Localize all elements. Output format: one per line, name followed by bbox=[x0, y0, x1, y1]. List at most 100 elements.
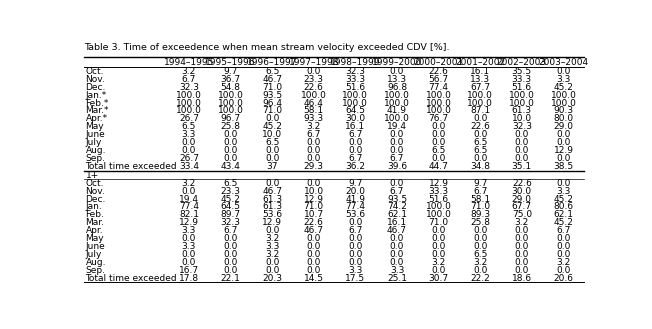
Text: 16.1: 16.1 bbox=[387, 218, 407, 227]
Text: 100.0: 100.0 bbox=[218, 107, 243, 115]
Text: 0.0: 0.0 bbox=[306, 179, 321, 188]
Text: 82.1: 82.1 bbox=[179, 210, 199, 219]
Text: 0.0: 0.0 bbox=[306, 258, 321, 267]
Text: 100.0: 100.0 bbox=[467, 99, 493, 108]
Text: 100.0: 100.0 bbox=[550, 99, 576, 108]
Text: 0.0: 0.0 bbox=[306, 67, 321, 76]
Text: 22.2: 22.2 bbox=[470, 273, 490, 283]
Text: 0.0: 0.0 bbox=[514, 154, 529, 163]
Text: 0.0: 0.0 bbox=[265, 146, 279, 155]
Text: 1996–1997: 1996–1997 bbox=[247, 58, 297, 67]
Text: 30.0: 30.0 bbox=[346, 114, 365, 123]
Text: 6.7: 6.7 bbox=[224, 226, 238, 235]
Text: 0.0: 0.0 bbox=[224, 138, 238, 147]
Text: 6.5: 6.5 bbox=[473, 138, 488, 147]
Text: 0.0: 0.0 bbox=[473, 242, 488, 251]
Text: 45.2: 45.2 bbox=[262, 122, 282, 131]
Text: 12.9: 12.9 bbox=[428, 179, 449, 188]
Text: 25.8: 25.8 bbox=[470, 218, 490, 227]
Text: 89.3: 89.3 bbox=[470, 210, 490, 219]
Text: 0.0: 0.0 bbox=[514, 138, 529, 147]
Text: 0.0: 0.0 bbox=[306, 154, 321, 163]
Text: 19.4: 19.4 bbox=[179, 194, 199, 204]
Text: 100.0: 100.0 bbox=[426, 202, 452, 212]
Text: 16.7: 16.7 bbox=[179, 266, 199, 275]
Text: 26.7: 26.7 bbox=[179, 154, 199, 163]
Text: 0.0: 0.0 bbox=[432, 266, 446, 275]
Text: 96.8: 96.8 bbox=[387, 83, 407, 92]
Text: 6.7: 6.7 bbox=[473, 187, 488, 196]
Text: 9.7: 9.7 bbox=[348, 179, 363, 188]
Text: 0.0: 0.0 bbox=[514, 226, 529, 235]
Text: 100.0: 100.0 bbox=[384, 90, 410, 100]
Text: 71.0: 71.0 bbox=[262, 83, 282, 92]
Text: 58.1: 58.1 bbox=[304, 107, 324, 115]
Text: 0.0: 0.0 bbox=[432, 122, 446, 131]
Text: 0.0: 0.0 bbox=[348, 146, 363, 155]
Text: 20.3: 20.3 bbox=[262, 273, 282, 283]
Text: 3.3: 3.3 bbox=[182, 226, 196, 235]
Text: 0.0: 0.0 bbox=[556, 250, 570, 259]
Text: June: June bbox=[85, 242, 105, 251]
Text: 29.3: 29.3 bbox=[304, 162, 324, 171]
Text: 9.7: 9.7 bbox=[473, 179, 488, 188]
Text: 6.7: 6.7 bbox=[306, 130, 321, 139]
Text: 0.0: 0.0 bbox=[514, 250, 529, 259]
Text: 1997–1998: 1997–1998 bbox=[288, 58, 339, 67]
Text: 71.0: 71.0 bbox=[262, 107, 282, 115]
Text: 3.2: 3.2 bbox=[432, 258, 446, 267]
Text: 0.0: 0.0 bbox=[265, 154, 279, 163]
Text: 61.3: 61.3 bbox=[262, 202, 282, 212]
Text: 46.7: 46.7 bbox=[304, 226, 324, 235]
Text: 0.0: 0.0 bbox=[556, 130, 570, 139]
Text: 0.0: 0.0 bbox=[556, 154, 570, 163]
Text: 20.0: 20.0 bbox=[346, 187, 365, 196]
Text: 0.0: 0.0 bbox=[306, 242, 321, 251]
Text: 44.7: 44.7 bbox=[428, 162, 449, 171]
Text: 12.9: 12.9 bbox=[262, 218, 282, 227]
Text: 2003–2004: 2003–2004 bbox=[539, 58, 589, 67]
Text: 46.7: 46.7 bbox=[262, 75, 282, 84]
Text: 22.6: 22.6 bbox=[304, 83, 323, 92]
Text: 87.1: 87.1 bbox=[470, 107, 490, 115]
Text: Jan.: Jan. bbox=[85, 202, 102, 212]
Text: 0.0: 0.0 bbox=[265, 179, 279, 188]
Text: 71.0: 71.0 bbox=[304, 202, 324, 212]
Text: 0.0: 0.0 bbox=[473, 234, 488, 243]
Text: 0.0: 0.0 bbox=[432, 154, 446, 163]
Text: 29.0: 29.0 bbox=[554, 122, 574, 131]
Text: 100.0: 100.0 bbox=[384, 114, 410, 123]
Text: 46.7: 46.7 bbox=[387, 226, 407, 235]
Text: 34.8: 34.8 bbox=[470, 162, 490, 171]
Text: 0.0: 0.0 bbox=[514, 130, 529, 139]
Text: 53.6: 53.6 bbox=[346, 210, 365, 219]
Text: 58.1: 58.1 bbox=[470, 194, 490, 204]
Text: 33.3: 33.3 bbox=[346, 75, 365, 84]
Text: 77.4: 77.4 bbox=[428, 83, 449, 92]
Text: 0.0: 0.0 bbox=[556, 138, 570, 147]
Text: 3.2: 3.2 bbox=[306, 122, 321, 131]
Text: 32.3: 32.3 bbox=[220, 218, 241, 227]
Text: 1994–1995: 1994–1995 bbox=[164, 58, 214, 67]
Text: 6.7: 6.7 bbox=[390, 187, 404, 196]
Text: 62.1: 62.1 bbox=[387, 210, 407, 219]
Text: 77.4: 77.4 bbox=[346, 202, 365, 212]
Text: 10.7: 10.7 bbox=[304, 210, 324, 219]
Text: Aug.: Aug. bbox=[85, 258, 106, 267]
Text: Feb.*: Feb.* bbox=[85, 99, 109, 108]
Text: 6.5: 6.5 bbox=[224, 179, 238, 188]
Text: 45.2: 45.2 bbox=[554, 194, 573, 204]
Text: 100.0: 100.0 bbox=[176, 107, 202, 115]
Text: 32.3: 32.3 bbox=[179, 83, 199, 92]
Text: 20.6: 20.6 bbox=[554, 273, 574, 283]
Text: 12.9: 12.9 bbox=[304, 194, 324, 204]
Text: 64.5: 64.5 bbox=[220, 202, 241, 212]
Text: July: July bbox=[85, 250, 102, 259]
Text: 100.0: 100.0 bbox=[426, 210, 452, 219]
Text: 100.0: 100.0 bbox=[342, 90, 368, 100]
Text: 1999–2000: 1999–2000 bbox=[372, 58, 422, 67]
Text: 100.0: 100.0 bbox=[176, 99, 202, 108]
Text: 33.3: 33.3 bbox=[512, 75, 532, 84]
Text: 0.0: 0.0 bbox=[390, 146, 404, 155]
Text: 32.3: 32.3 bbox=[346, 67, 365, 76]
